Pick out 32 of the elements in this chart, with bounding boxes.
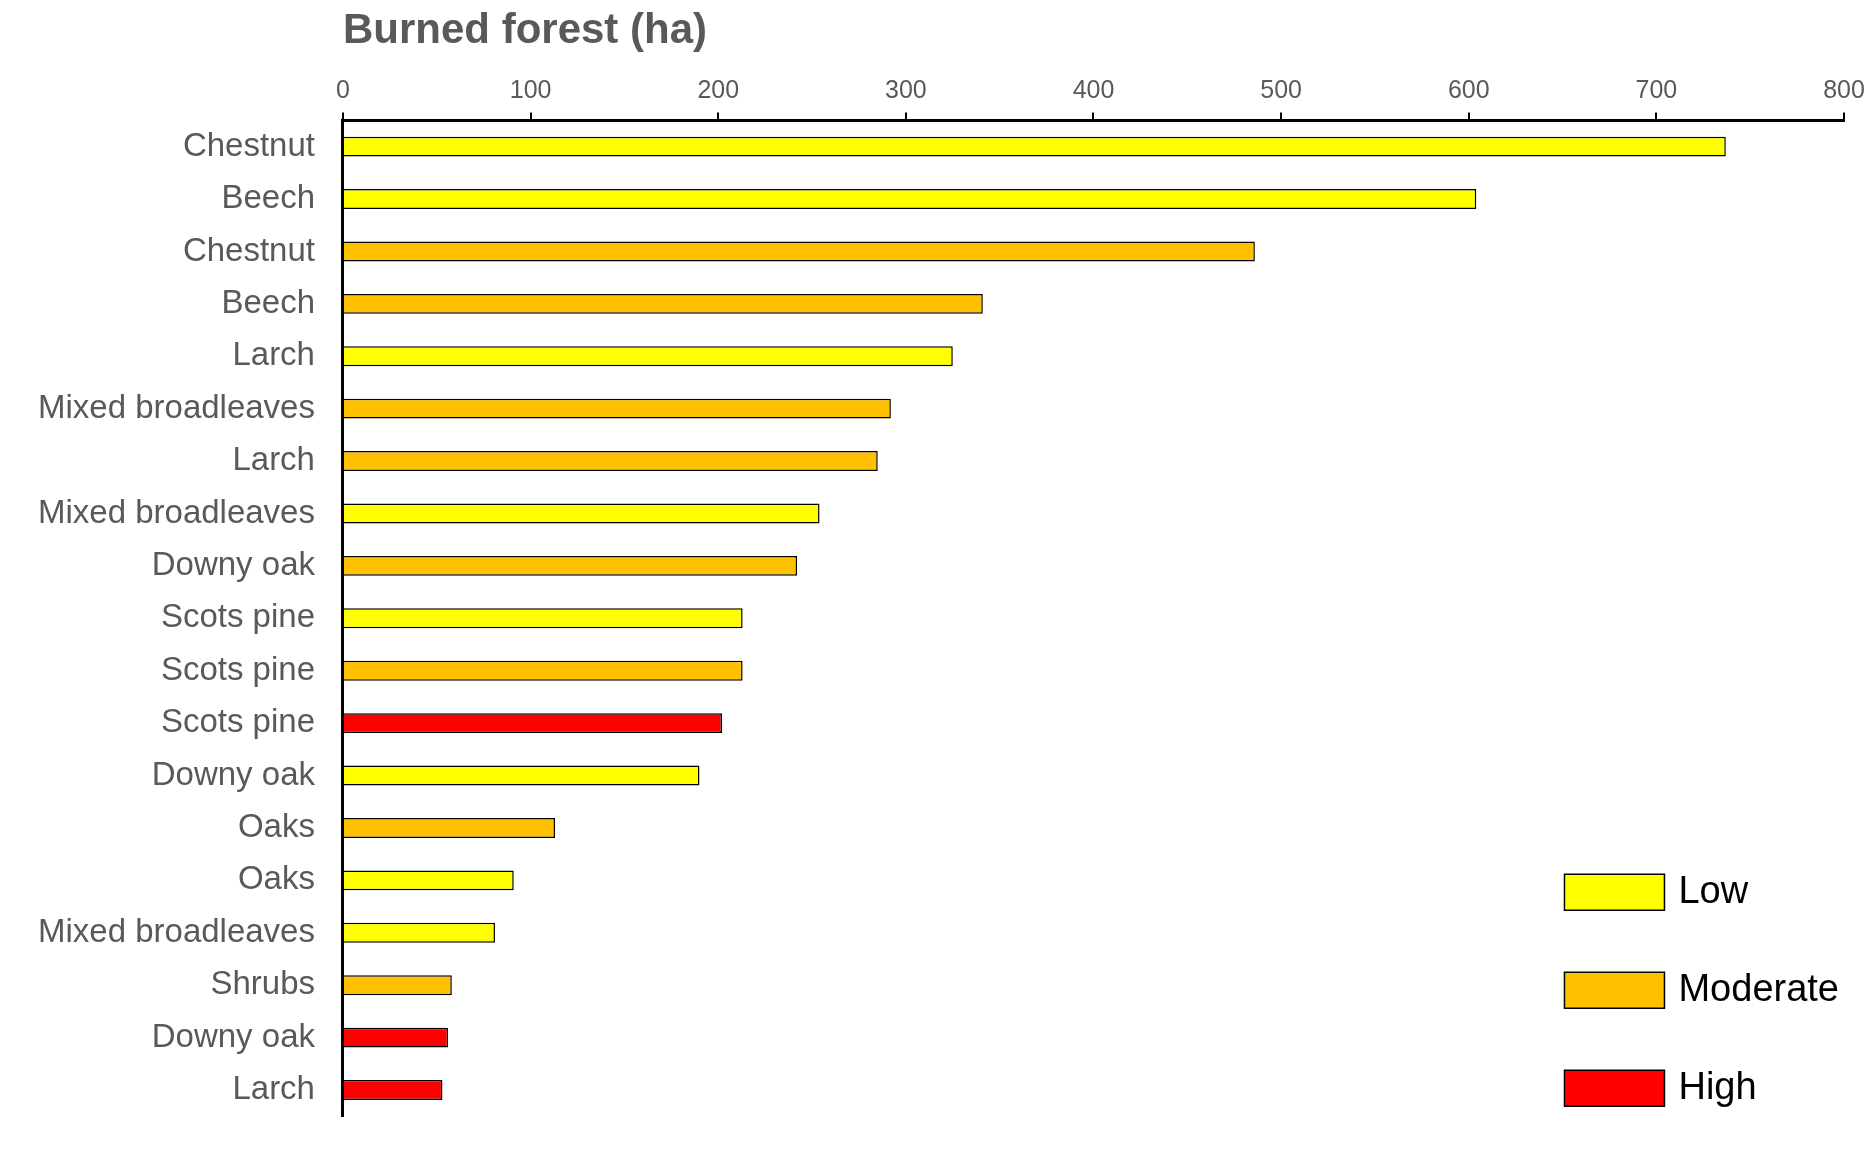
- y-tick-label: Oaks: [237, 807, 315, 845]
- y-tick-label: Downy oak: [151, 1016, 316, 1054]
- x-tick-label: 300: [885, 75, 927, 104]
- y-tick-label: Chestnut: [182, 125, 315, 163]
- y-tick-label: Chestnut: [182, 230, 315, 268]
- y-tick-label: Scots pine: [160, 597, 315, 635]
- y-tick-label: Larch: [232, 440, 315, 478]
- x-tick-label: 500: [1260, 75, 1302, 104]
- legend-label: Low: [1678, 868, 1749, 911]
- x-tick-label: 400: [1072, 75, 1115, 104]
- x-tick-label: 700: [1635, 75, 1678, 104]
- x-tick-label: 600: [1447, 75, 1490, 104]
- y-tick-label: Larch: [232, 335, 315, 373]
- y-tick-label: Mixed broadleaves: [37, 387, 315, 425]
- y-tick-label: Scots pine: [160, 649, 315, 687]
- legend-label: Moderate: [1678, 966, 1840, 1009]
- y-tick-label: Downy oak: [151, 754, 316, 792]
- y-tick-label: Larch: [232, 1069, 315, 1107]
- x-tick-label: 0: [336, 75, 350, 104]
- y-tick-label: Shrubs: [210, 964, 315, 1002]
- y-tick-label: Mixed broadleaves: [37, 492, 315, 530]
- y-tick-label: Oaks: [237, 859, 315, 897]
- y-tick-label: Mixed broadleaves: [37, 911, 315, 949]
- legend-label: High: [1678, 1064, 1757, 1107]
- x-axis-title: Burned forest (ha): [342, 4, 707, 52]
- y-tick-label: Beech: [221, 282, 315, 320]
- x-tick-label: 800: [1823, 75, 1865, 104]
- y-tick-label: Downy oak: [151, 544, 316, 582]
- x-tick-label: 100: [509, 75, 552, 104]
- y-tick-label: Scots pine: [160, 702, 315, 740]
- x-tick-label: 200: [697, 75, 740, 104]
- y-tick-label: Beech: [221, 178, 315, 216]
